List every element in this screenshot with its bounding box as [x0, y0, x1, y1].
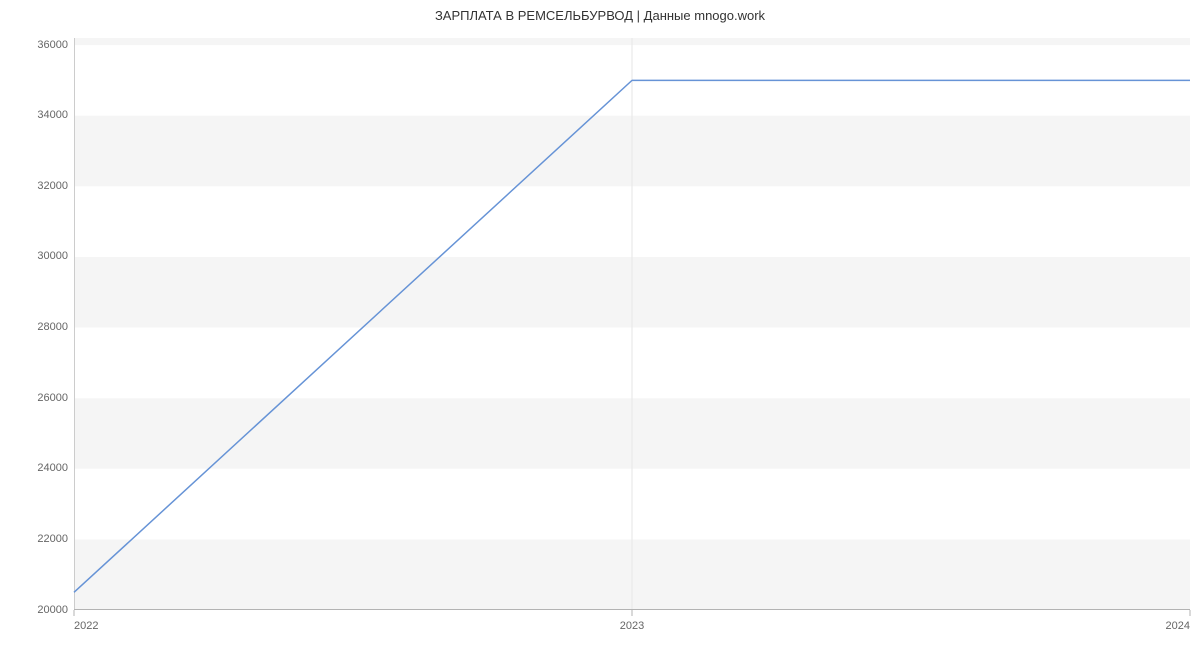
y-tick-label: 24000 — [37, 462, 68, 474]
y-tick-label: 20000 — [37, 604, 68, 616]
chart-series-line — [74, 38, 1190, 610]
x-tick-label: 2024 — [1166, 620, 1190, 632]
x-tick-label: 2022 — [74, 620, 98, 632]
chart-plot-area — [74, 38, 1190, 610]
y-tick-label: 34000 — [37, 109, 68, 121]
y-tick-label: 30000 — [37, 250, 68, 262]
y-tick-label: 32000 — [37, 180, 68, 192]
y-tick-label: 28000 — [37, 321, 68, 333]
y-tick-label: 36000 — [37, 39, 68, 51]
chart-title: ЗАРПЛАТА В РЕМСЕЛЬБУРВОД | Данные mnogo.… — [0, 8, 1200, 23]
x-tick-label: 2023 — [620, 620, 644, 632]
y-tick-label: 22000 — [37, 533, 68, 545]
y-tick-label: 26000 — [37, 392, 68, 404]
